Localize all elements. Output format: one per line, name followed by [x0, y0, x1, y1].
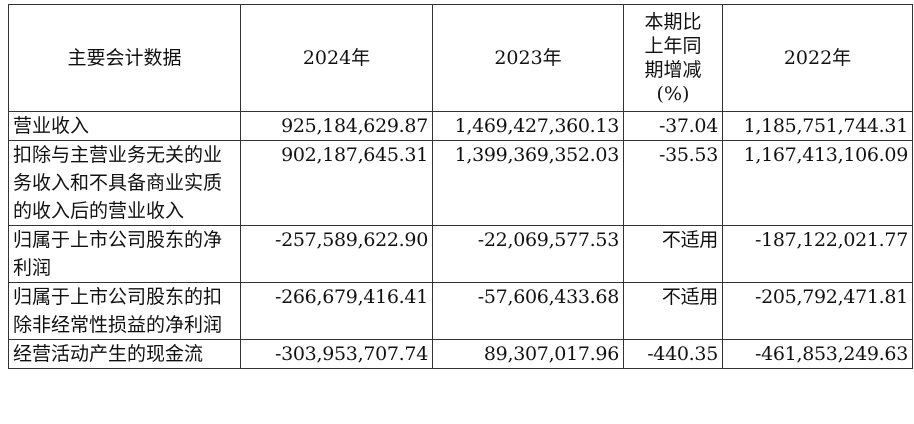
- cell-2024: 902,187,645.31: [240, 140, 433, 226]
- row-label: 归属于上市公司股东的净利润: [8, 225, 241, 283]
- header-change-line: 期增减: [644, 59, 702, 81]
- cell-2023: 1,399,369,352.03: [432, 140, 624, 226]
- cell-2023: 89,307,017.96: [432, 339, 624, 369]
- cell-2023: -57,606,433.68: [432, 282, 624, 340]
- cell-2022: -205,792,471.81: [722, 282, 913, 340]
- table-row: 扣除与主营业务无关的业务收入和不具备商业实质的收入后的营业收入 902,187,…: [8, 140, 913, 226]
- cell-2022: 1,185,751,744.31: [722, 111, 913, 141]
- table-row: 营业收入 925,184,629.87 1,469,427,360.13 -37…: [8, 111, 913, 141]
- header-change-line: 本期比: [644, 11, 702, 33]
- row-label: 经营活动产生的现金流: [8, 339, 241, 369]
- cell-2022: -187,122,021.77: [722, 225, 913, 283]
- header-change: 本期比 上年同 期增减 (%): [623, 4, 723, 112]
- header-row: 主要会计数据 2024年 2023年 本期比 上年同 期增减 (%) 2022年: [8, 4, 913, 112]
- cell-2024: 925,184,629.87: [240, 111, 433, 141]
- financial-data-table: 主要会计数据 2024年 2023年 本期比 上年同 期增减 (%) 2022年…: [8, 4, 913, 369]
- cell-2024: -303,953,707.74: [240, 339, 433, 369]
- cell-change: -37.04: [623, 111, 723, 141]
- header-change-line: 上年同: [644, 35, 702, 57]
- cell-change: 不适用: [623, 225, 723, 283]
- cell-2022: 1,167,413,106.09: [722, 140, 913, 226]
- header-change-line: (%): [656, 83, 690, 105]
- cell-change: -440.35: [623, 339, 723, 369]
- header-2024: 2024年: [240, 4, 433, 112]
- cell-2024: -257,589,622.90: [240, 225, 433, 283]
- table-row: 经营活动产生的现金流 -303,953,707.74 89,307,017.96…: [8, 339, 913, 369]
- header-2023: 2023年: [432, 4, 624, 112]
- header-2022: 2022年: [722, 4, 913, 112]
- table-row: 归属于上市公司股东的净利润 -257,589,622.90 -22,069,57…: [8, 225, 913, 283]
- cell-2023: -22,069,577.53: [432, 225, 624, 283]
- header-item: 主要会计数据: [8, 4, 241, 112]
- row-label: 扣除与主营业务无关的业务收入和不具备商业实质的收入后的营业收入: [8, 140, 241, 226]
- row-label: 营业收入: [8, 111, 241, 141]
- cell-2023: 1,469,427,360.13: [432, 111, 624, 141]
- cell-2024: -266,679,416.41: [240, 282, 433, 340]
- cell-change: 不适用: [623, 282, 723, 340]
- row-label: 归属于上市公司股东的扣除非经常性损益的净利润: [8, 282, 241, 340]
- table-row: 归属于上市公司股东的扣除非经常性损益的净利润 -266,679,416.41 -…: [8, 282, 913, 340]
- cell-change: -35.53: [623, 140, 723, 226]
- cell-2022: -461,853,249.63: [722, 339, 913, 369]
